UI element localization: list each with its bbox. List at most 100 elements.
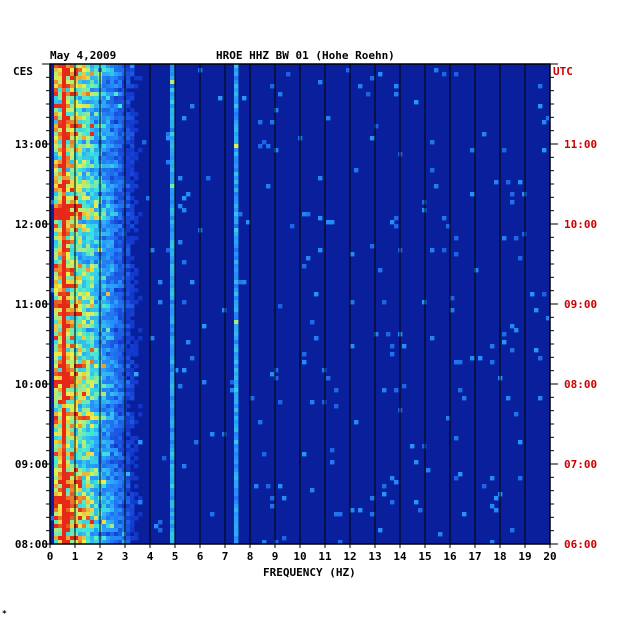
heatmap-cell xyxy=(234,428,239,433)
heatmap-cell xyxy=(102,428,107,433)
heatmap-cell xyxy=(110,400,115,405)
heatmap-cell xyxy=(74,232,79,237)
heatmap-cell xyxy=(90,292,95,297)
heatmap-cell xyxy=(130,304,135,309)
heatmap-cell xyxy=(86,120,91,125)
heatmap-cell xyxy=(122,128,127,133)
heatmap-cell xyxy=(78,268,83,273)
heatmap-cell xyxy=(62,128,67,133)
heatmap-cell xyxy=(102,372,107,377)
heatmap-cell xyxy=(234,524,239,529)
heatmap-cell xyxy=(78,168,83,173)
heatmap-cell xyxy=(90,84,95,89)
heatmap-cell xyxy=(110,96,115,101)
heatmap-cell xyxy=(170,244,175,249)
heatmap-cell xyxy=(234,180,239,185)
heatmap-cell xyxy=(130,288,135,293)
heatmap-cell xyxy=(182,196,187,201)
heatmap-cell xyxy=(510,192,515,197)
heatmap-cell xyxy=(74,204,79,209)
heatmap-cell xyxy=(130,140,135,145)
heatmap-cell xyxy=(78,196,83,201)
heatmap-cell xyxy=(114,424,119,429)
heatmap-cell xyxy=(110,232,115,237)
heatmap-cell xyxy=(82,436,87,441)
left-time-label: 13:00 xyxy=(15,138,48,151)
heatmap-cell xyxy=(538,104,543,109)
heatmap-cell xyxy=(58,116,63,121)
heatmap-cell xyxy=(70,224,75,229)
heatmap-cell xyxy=(122,88,127,93)
heatmap-cell xyxy=(118,500,123,505)
heatmap-cell xyxy=(106,240,111,245)
heatmap-cell xyxy=(66,408,71,413)
heatmap-cell xyxy=(370,244,375,249)
heatmap-cell xyxy=(82,152,87,157)
heatmap-cell xyxy=(110,336,115,341)
heatmap-cell xyxy=(102,484,107,489)
heatmap-cell xyxy=(78,540,83,545)
heatmap-cell xyxy=(482,484,487,489)
heatmap-cell xyxy=(122,176,127,181)
heatmap-cell xyxy=(234,188,239,193)
heatmap-cell xyxy=(114,172,119,177)
heatmap-cell xyxy=(82,184,87,189)
heatmap-cell xyxy=(86,524,91,529)
heatmap-cell xyxy=(82,252,87,257)
heatmap-cell xyxy=(94,536,99,541)
heatmap-cell xyxy=(78,364,83,369)
heatmap-cell xyxy=(70,244,75,249)
heatmap-cell xyxy=(82,228,87,233)
heatmap-cell xyxy=(234,448,239,453)
heatmap-cell xyxy=(58,288,63,293)
heatmap-cell xyxy=(130,396,135,401)
heatmap-cell xyxy=(122,224,127,229)
heatmap-cell xyxy=(94,296,99,301)
heatmap-cell xyxy=(74,496,79,501)
heatmap-cell xyxy=(102,84,107,89)
heatmap-cell xyxy=(74,480,79,485)
heatmap-cell xyxy=(82,64,87,69)
heatmap-cell xyxy=(74,188,79,193)
heatmap-cell xyxy=(66,520,71,525)
heatmap-cell xyxy=(170,536,175,541)
heatmap-cell xyxy=(106,224,111,229)
heatmap-cell xyxy=(94,156,99,161)
heatmap-cell xyxy=(58,168,63,173)
heatmap-cell xyxy=(382,492,387,497)
heatmap-cell xyxy=(170,348,175,353)
heatmap-cell xyxy=(62,156,67,161)
heatmap-cell xyxy=(70,452,75,457)
heatmap-cell xyxy=(170,208,175,213)
heatmap-cell xyxy=(94,112,99,117)
heatmap-cell xyxy=(70,280,75,285)
heatmap-cell xyxy=(114,244,119,249)
heatmap-cell xyxy=(126,96,131,101)
heatmap-cell xyxy=(86,292,91,297)
heatmap-cell xyxy=(70,120,75,125)
heatmap-cell xyxy=(82,528,87,533)
heatmap-cell xyxy=(66,136,71,141)
right-time-label: 10:00 xyxy=(564,218,597,231)
heatmap-cell xyxy=(62,476,67,481)
heatmap-cell xyxy=(66,160,71,165)
heatmap-cell xyxy=(82,300,87,305)
heatmap-cell xyxy=(114,408,119,413)
heatmap-cell xyxy=(58,296,63,301)
heatmap-cell xyxy=(94,192,99,197)
heatmap-cell xyxy=(78,416,83,421)
heatmap-cell xyxy=(106,76,111,81)
heatmap-cell xyxy=(102,148,107,153)
heatmap-cell xyxy=(170,460,175,465)
heatmap-cell xyxy=(94,216,99,221)
heatmap-cell xyxy=(118,176,123,181)
heatmap-cell xyxy=(62,460,67,465)
heatmap-cell xyxy=(58,112,63,117)
heatmap-cell xyxy=(126,184,131,189)
heatmap-cell xyxy=(78,316,83,321)
heatmap-cell xyxy=(58,428,63,433)
heatmap-cell xyxy=(126,464,131,469)
heatmap-cell xyxy=(170,256,175,261)
heatmap-cell xyxy=(94,408,99,413)
heatmap-cell xyxy=(58,80,63,85)
